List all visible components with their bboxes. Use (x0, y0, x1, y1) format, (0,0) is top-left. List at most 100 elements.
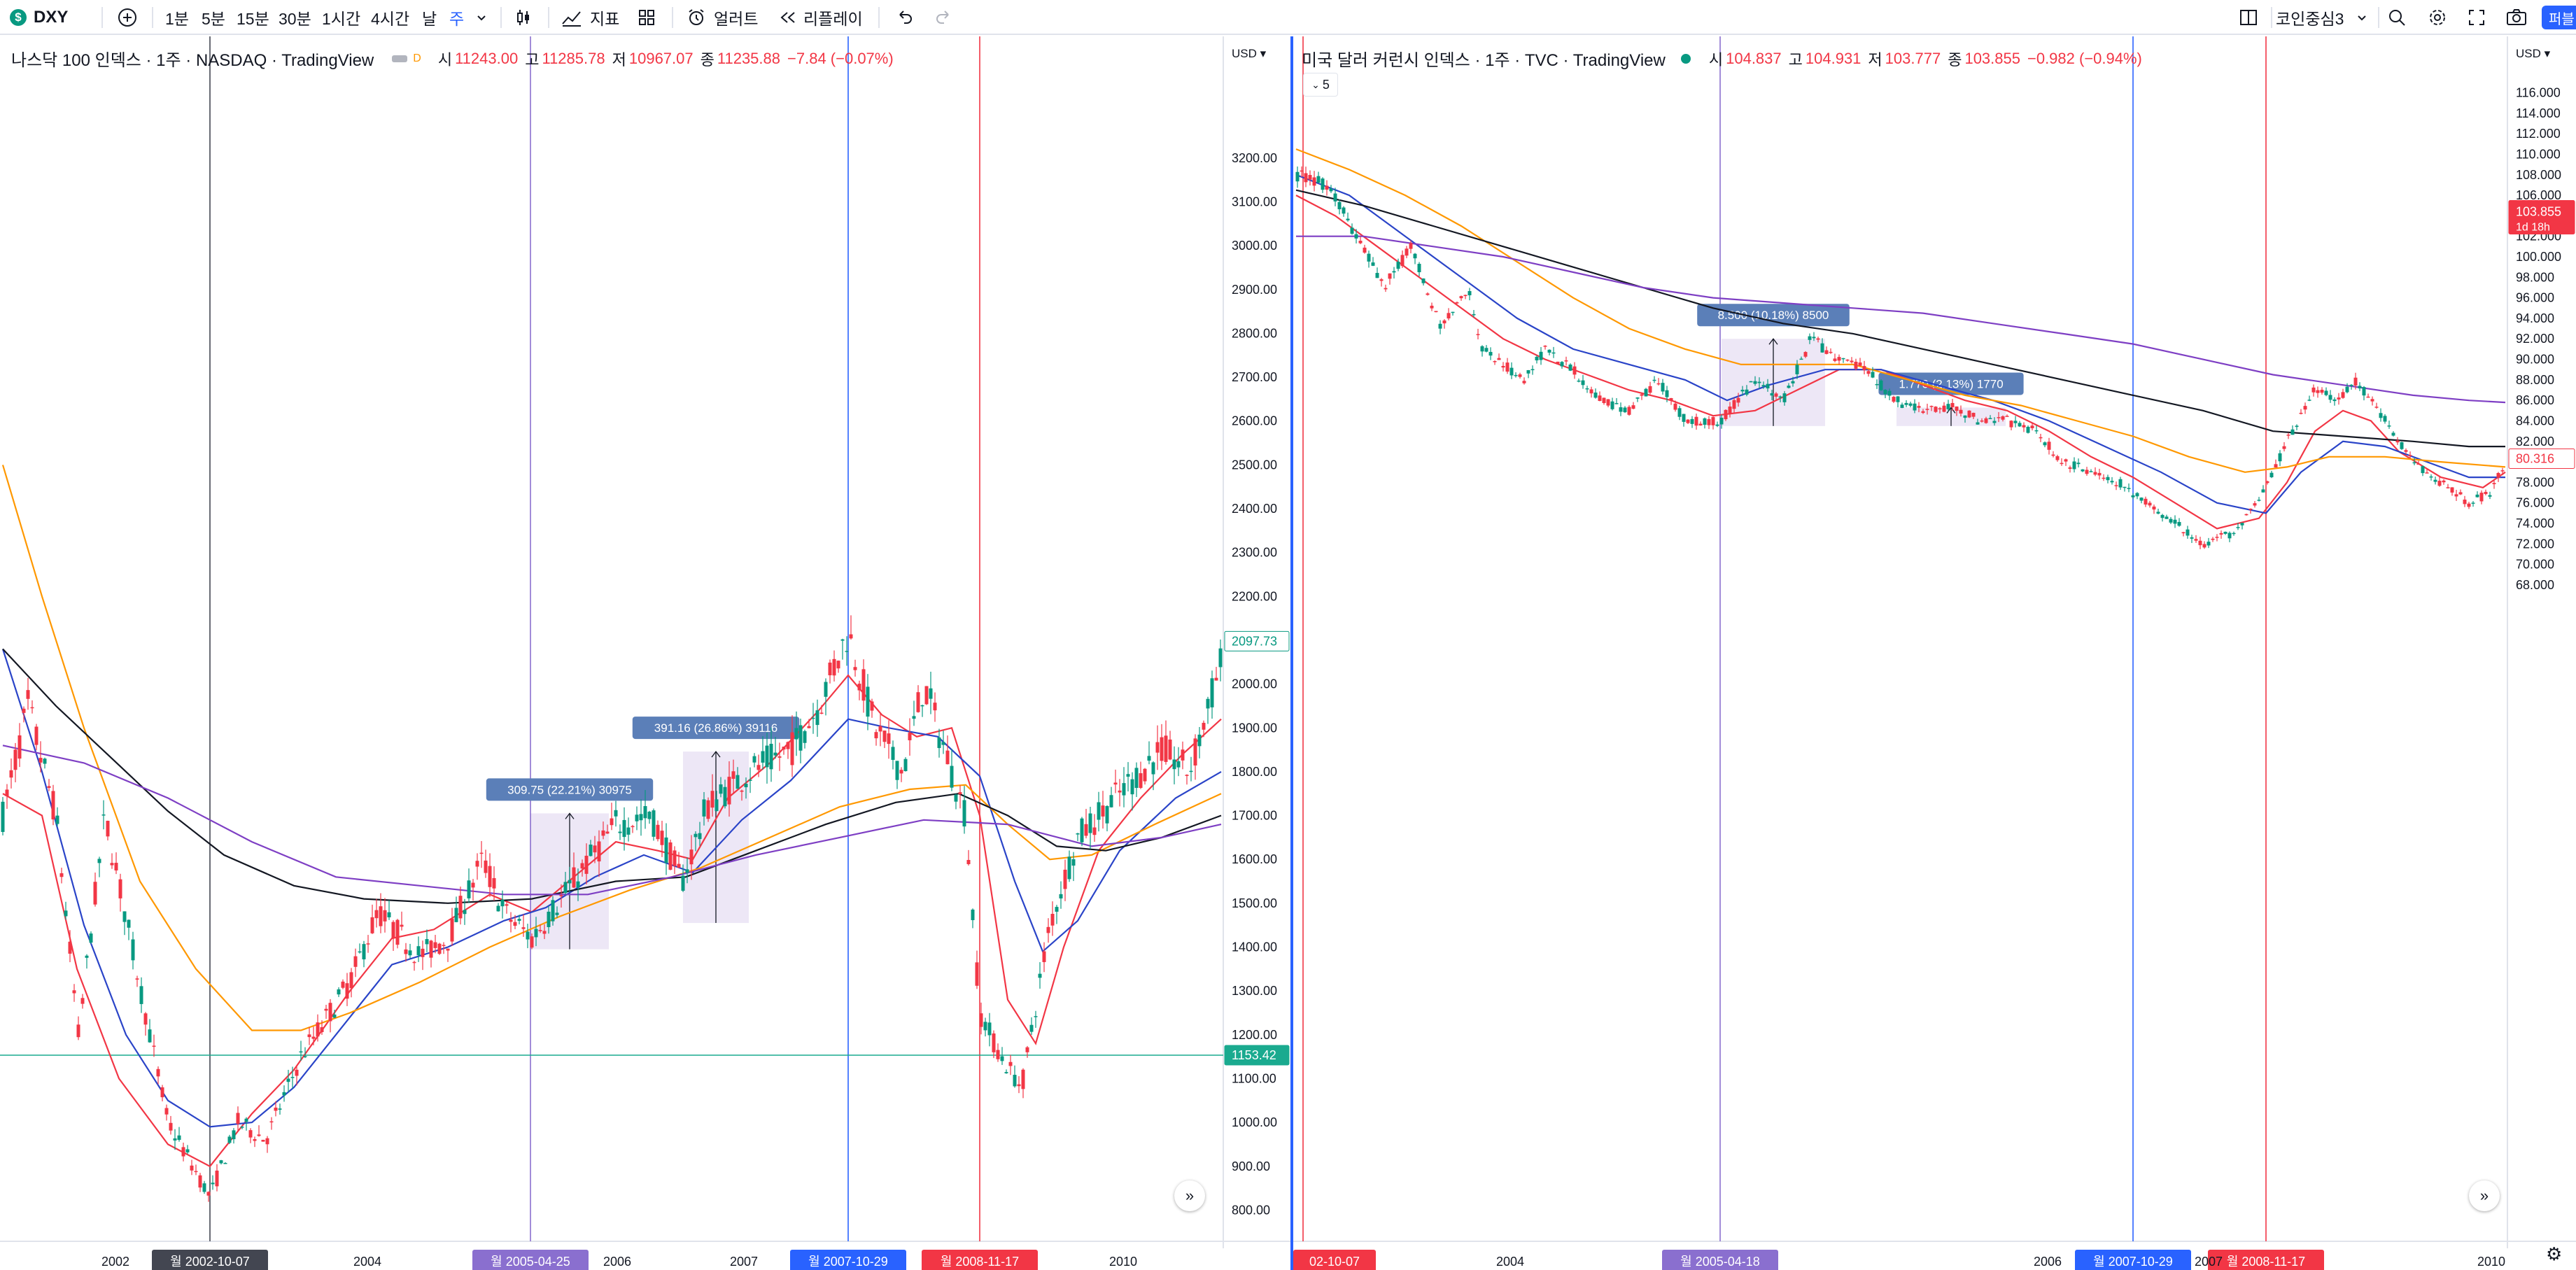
candle-body (479, 852, 484, 854)
candle-body (253, 1139, 257, 1141)
layout-select-button[interactable] (2238, 0, 2259, 35)
candle-body (568, 880, 572, 884)
candle-body (181, 1147, 185, 1157)
candle-body (908, 733, 912, 740)
candle-body (2219, 532, 2223, 535)
candle-body (1808, 336, 1812, 340)
price-tick-label: 86.000 (2516, 393, 2554, 407)
candle-body (433, 942, 437, 948)
screenshot-button[interactable] (2505, 0, 2528, 35)
candle-body (412, 961, 416, 964)
candle-body (1509, 367, 1514, 376)
candle-body (517, 919, 521, 921)
chart-pane-nasdaq[interactable]: USD ▾ 3200.00 3100.00 3000.00 2900.00 2800.00… (0, 36, 1290, 1270)
candle-body (874, 732, 878, 739)
interval-4h-button[interactable]: 4시간 (371, 10, 410, 28)
price-tick-label: 2200.00 (1232, 589, 1277, 603)
dxy-open: 104.837 (1726, 49, 1782, 67)
candle-body (135, 978, 139, 980)
candle-body (1501, 365, 1505, 368)
settings-button[interactable] (2427, 0, 2448, 35)
undo-button[interactable] (894, 0, 914, 35)
candle-body (1770, 393, 1774, 396)
candle-body (1992, 421, 1997, 423)
chart-pane-dxy[interactable]: USD ▾ 116.000 114.000 112.000 110.000 108.000… (1293, 36, 2576, 1270)
redo-button[interactable] (934, 0, 954, 35)
nasdaq-chart-canvas[interactable]: USD ▾ 3200.00 3100.00 3000.00 2900.00 2800.00… (0, 36, 1290, 1270)
candle-body (1887, 390, 1892, 396)
candle-body (2001, 416, 2005, 420)
candle-body (1488, 351, 1493, 356)
candle-body (601, 830, 605, 836)
interval-30m-button[interactable]: 30분 (279, 10, 311, 28)
candle-body (710, 791, 715, 808)
indicators-collapse-button[interactable]: ⌄ 5 (1303, 73, 1338, 97)
interval-15m-button[interactable]: 15분 (237, 10, 269, 28)
candle-body (656, 824, 660, 840)
candle-body (1337, 202, 1342, 210)
candle-body (1547, 349, 1551, 353)
candle-body (1197, 734, 1202, 747)
alarm-clock-icon (689, 9, 704, 25)
candle-body (631, 826, 635, 828)
search-button[interactable] (2386, 0, 2407, 35)
candle-body (538, 930, 542, 931)
candle-body (391, 922, 395, 938)
candle-body (1139, 773, 1143, 789)
candle-body (1682, 414, 1686, 422)
candle-body (534, 929, 538, 938)
candle-body (1543, 346, 1547, 347)
indicators-button[interactable]: 지표 (561, 0, 619, 35)
interval-1m-button[interactable]: 1분 (165, 10, 189, 28)
candle-body (421, 948, 425, 957)
candle-body (2400, 442, 2404, 449)
price-range-label: 309.75 (22.21%) 30975 (507, 783, 632, 796)
candle-body (744, 784, 748, 788)
candle-body (2131, 495, 2135, 498)
candle-body (786, 742, 790, 749)
candle-body (2450, 487, 2454, 493)
plus-circle-icon (118, 8, 136, 27)
scroll-to-realtime-button[interactable]: » (2469, 1180, 2500, 1211)
interval-dropdown-button[interactable] (476, 0, 487, 35)
candle-body (379, 906, 383, 926)
symbol-search-button[interactable]: $ DXY (10, 0, 68, 35)
candle-body (1484, 348, 1488, 352)
candle-body (824, 682, 828, 697)
candle-body (1715, 424, 1719, 426)
price-tick-label: 900.00 (1232, 1159, 1270, 1173)
candle-body (303, 1056, 307, 1057)
pane-splitter[interactable] (1290, 36, 1293, 1270)
dxy-chart-canvas[interactable]: USD ▾ 116.000 114.000 112.000 110.000 108.000… (1293, 36, 2576, 1270)
interval-5m-button[interactable]: 5분 (202, 10, 225, 28)
candle-body (1539, 351, 1543, 360)
date-marker-label: 월 2005-04-18 (1680, 1255, 1760, 1269)
candle-body (194, 1171, 198, 1173)
alert-button[interactable]: 얼러트 (686, 0, 758, 35)
interval-1h-button[interactable]: 1시간 (322, 10, 361, 28)
fullscreen-button[interactable] (2467, 0, 2486, 35)
candle-body (282, 1092, 286, 1096)
price-range-label: 8.500 (10.18%) 8500 (1718, 309, 1829, 322)
scroll-to-realtime-button[interactable]: » (1174, 1180, 1205, 1211)
candle-body (236, 1113, 240, 1124)
compare-symbol-button[interactable] (117, 0, 138, 35)
candle-body (1316, 176, 1321, 183)
layout-name-button[interactable]: 코인중심3 (2276, 0, 2367, 35)
interval-week-button[interactable]: 주 (449, 10, 465, 28)
templates-button[interactable] (637, 0, 656, 35)
candle-body (1572, 366, 1577, 375)
publish-button[interactable]: 퍼블 (2542, 6, 2576, 29)
chart-settings-gear-icon[interactable]: ⚙ (2546, 1243, 2563, 1264)
candle-body (265, 1138, 269, 1145)
price-tick-label: 800.00 (1232, 1203, 1270, 1217)
price-tick-label: 2600.00 (1232, 414, 1277, 428)
replay-button[interactable]: 리플레이 (778, 0, 863, 35)
interval-day-button[interactable]: 날 (422, 10, 437, 28)
candle-body (1719, 418, 1724, 425)
candle-body (798, 725, 803, 751)
candle-body (2337, 397, 2341, 400)
price-tick-label: 82.000 (2516, 435, 2554, 449)
chart-type-button[interactable] (513, 0, 534, 35)
eye-toggle-icon[interactable] (392, 55, 408, 62)
